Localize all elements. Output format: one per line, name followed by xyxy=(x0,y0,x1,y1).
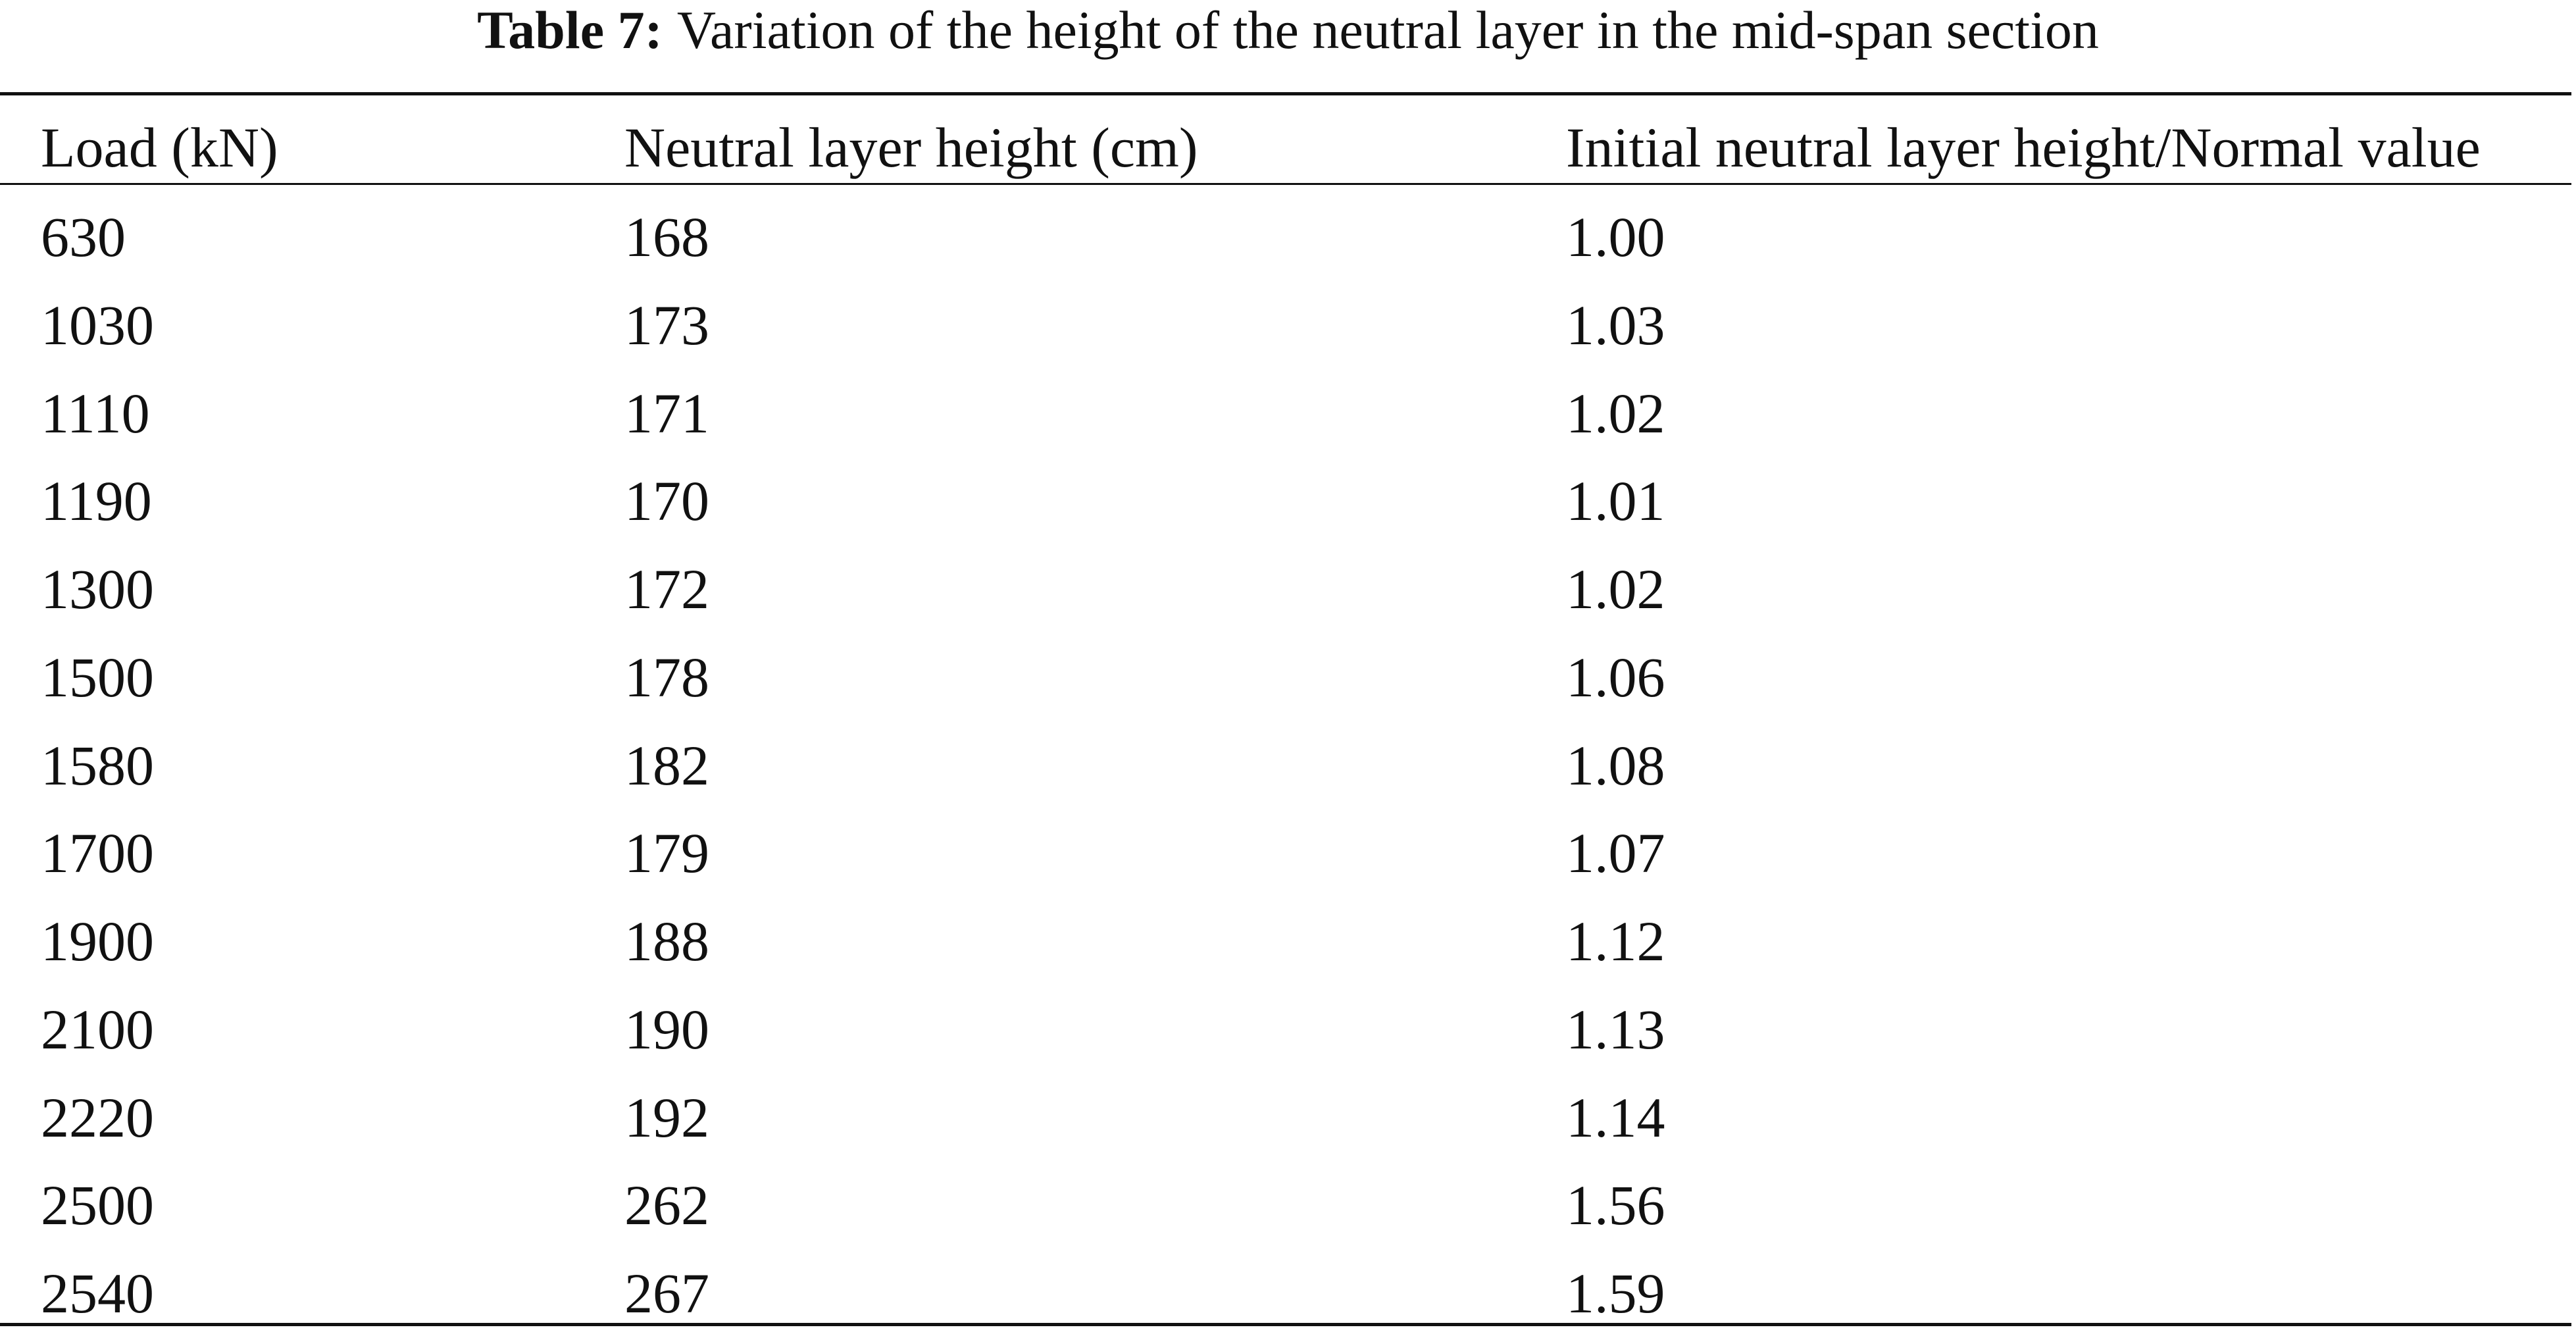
table-cell: 192 xyxy=(624,1085,709,1149)
table-cell: 1.07 xyxy=(1566,821,1665,885)
table-cell: 1.02 xyxy=(1566,557,1665,621)
table-caption: Table 7: Variation of the height of the n… xyxy=(0,0,2576,61)
table-cell: 171 xyxy=(624,381,709,445)
table-cell: 178 xyxy=(624,645,709,709)
table-cell: 168 xyxy=(624,205,709,269)
table-cell: 2540 xyxy=(41,1262,154,1325)
top-rule xyxy=(0,92,2571,95)
table-cell: 190 xyxy=(624,997,709,1061)
table-cell: 1900 xyxy=(41,910,154,973)
table-cell: 1.56 xyxy=(1566,1173,1665,1237)
caption-text: Variation of the height of the neutral l… xyxy=(676,0,2099,60)
table-cell: 1.14 xyxy=(1566,1085,1665,1149)
table-cell: 2100 xyxy=(41,997,154,1061)
table-cell: 170 xyxy=(624,469,709,533)
table-cell: 1190 xyxy=(41,469,152,533)
table-cell: 1.02 xyxy=(1566,381,1665,445)
table-cell: 2500 xyxy=(41,1173,154,1237)
table-cell: 188 xyxy=(624,910,709,973)
header-cell: Neutral layer height (cm) xyxy=(624,116,1198,179)
table-cell: 173 xyxy=(624,293,709,357)
header-cell: Load (kN) xyxy=(41,116,278,179)
table-cell: 2220 xyxy=(41,1085,154,1149)
table-cell: 1110 xyxy=(41,381,150,445)
table-cell: 172 xyxy=(624,557,709,621)
bottom-rule xyxy=(0,1323,2571,1326)
table-cell: 1500 xyxy=(41,645,154,709)
table-cell: 1.03 xyxy=(1566,293,1665,357)
table-cell: 1.08 xyxy=(1566,733,1665,797)
table-cell: 1.12 xyxy=(1566,910,1665,973)
table-cell: 267 xyxy=(624,1262,709,1325)
header-cell: Initial neutral layer height/Normal valu… xyxy=(1566,116,2481,179)
table-cell: 1300 xyxy=(41,557,154,621)
table-cell: 1700 xyxy=(41,821,154,885)
table-cell: 1580 xyxy=(41,733,154,797)
table-cell: 262 xyxy=(624,1173,709,1237)
table-cell: 1.13 xyxy=(1566,997,1665,1061)
table-cell: 1.00 xyxy=(1566,205,1665,269)
table-cell: 1030 xyxy=(41,293,154,357)
header-rule xyxy=(0,183,2571,185)
table-cell: 1.01 xyxy=(1566,469,1665,533)
table-cell: 182 xyxy=(624,733,709,797)
caption-label: Table 7: xyxy=(477,0,663,60)
table-cell: 630 xyxy=(41,205,126,269)
table-cell: 179 xyxy=(624,821,709,885)
table-cell: 1.59 xyxy=(1566,1262,1665,1325)
table-cell: 1.06 xyxy=(1566,645,1665,709)
